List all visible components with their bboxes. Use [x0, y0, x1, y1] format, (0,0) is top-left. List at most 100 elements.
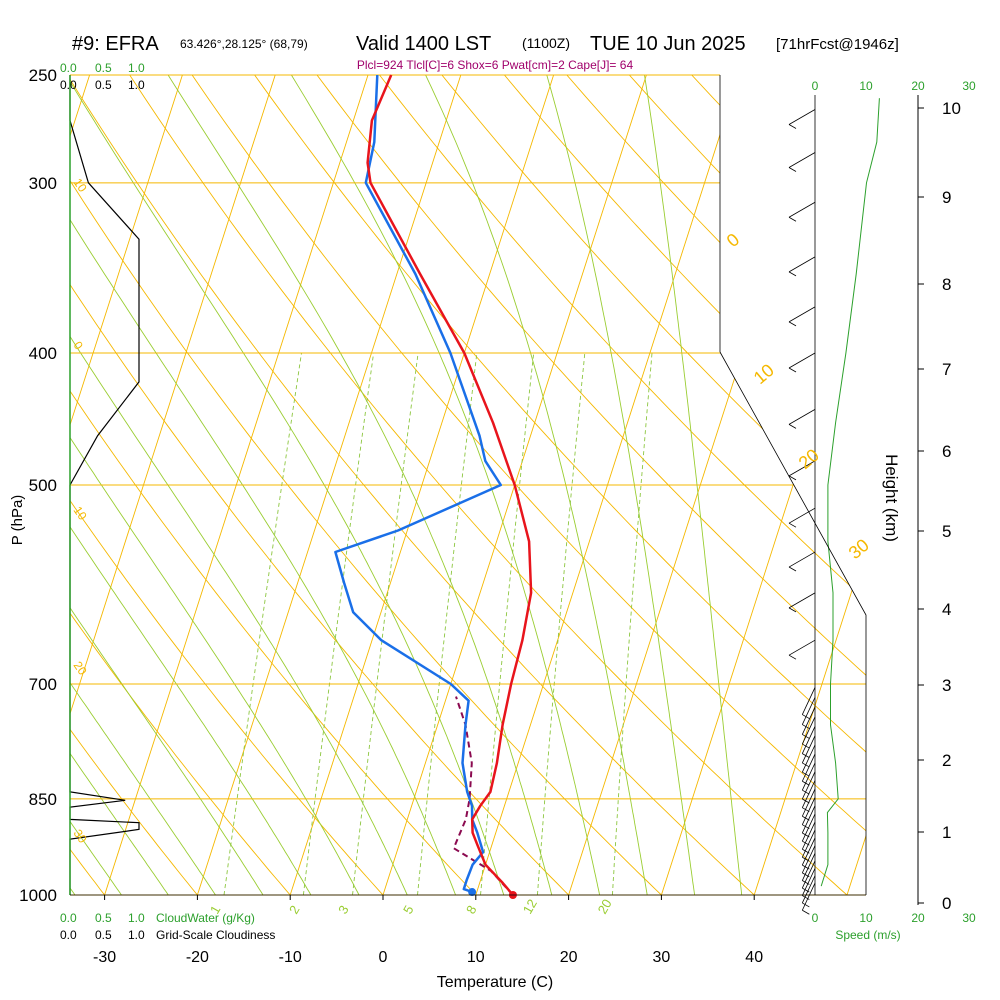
temperature-trace [366, 74, 533, 896]
wind-speed-line [820, 98, 880, 887]
dry-adiabat-line [70, 75, 598, 895]
speed-tick-bot-20: 20 [911, 911, 925, 925]
speed-axis-bottom: 0 10 20 30 Speed (m/s) [812, 911, 976, 942]
height-tick-label: 10 [942, 99, 961, 118]
wind-barb-feather [802, 887, 810, 893]
cloud-tick-top2-05: 0.5 [95, 78, 112, 92]
cloud-tick-top-0: 0.0 [60, 61, 77, 75]
speed-tick-bot-0: 0 [812, 911, 819, 925]
speed-axis-top: 0 10 20 30 [812, 79, 976, 93]
mixing-ratio-line [536, 352, 586, 895]
wind-barb [788, 109, 816, 125]
wind-barb [801, 697, 816, 725]
isotherm-line [196, 75, 504, 895]
axes: -30 -20 -10 0 10 20 30 402503004005007008501000… [19, 66, 961, 966]
moist-adiabat-line [70, 75, 282, 895]
wind-barb [801, 753, 816, 782]
moist-adiabat-line [503, 75, 699, 895]
wind-barb-feather [788, 607, 797, 613]
wind-barb-feather [802, 771, 810, 777]
moist-adiabat-line [621, 75, 746, 895]
cloud-tick-top2-1: 1.0 [128, 78, 145, 92]
dry-adiabat-line [70, 75, 222, 895]
dry-adiabat-line [105, 75, 866, 895]
wind-barb-feather [788, 124, 797, 129]
wind-barb-feather [788, 566, 797, 572]
speed-tick-top-20: 20 [911, 79, 925, 93]
wind-barb [788, 306, 816, 323]
moist-adiabat-label: 10 [750, 360, 778, 388]
isotherm-line [0, 0, 39, 895]
forecast-info: [71hrFcst@1946z] [776, 36, 899, 53]
wind-barb-feather [802, 880, 810, 885]
wind-barb [801, 762, 816, 791]
cloud-axis-bottom: 0.0 0.5 1.0 CloudWater (g/Kg) 0.0 0.5 1.… [60, 911, 275, 942]
pressure-tick-label: 300 [29, 174, 57, 193]
pressure-tick-label: 700 [29, 675, 57, 694]
dry-adiabat-line [70, 75, 787, 895]
dry-adiabat-line [70, 75, 410, 895]
moist-adiabat-line [86, 75, 560, 895]
dry-adiabat-line [398, 75, 866, 895]
dry-adiabat-line [574, 75, 866, 895]
height-tick-label: 8 [942, 275, 951, 294]
mixing-ratio-label: 12 [520, 896, 540, 916]
wind-barb [801, 726, 816, 754]
wind-barb-feather [802, 789, 810, 795]
height-tick-label: 0 [942, 894, 951, 913]
moist-adiabat-line [70, 75, 421, 895]
dry-adiabat-line [808, 75, 866, 895]
parcel-trace [452, 696, 514, 896]
wind-barb-feather [802, 807, 810, 813]
stability-indices: Plcl=924 Tlcl[C]=6 Shox=6 Pwat[cm]=2 Cap… [357, 58, 634, 72]
wind-barb [788, 352, 816, 369]
wind-barb [788, 409, 816, 425]
moist-adiabat-label: 30 [845, 535, 873, 563]
isotherm-line [475, 75, 783, 895]
wind-barb [801, 868, 816, 896]
speed-tick-top-10: 10 [859, 79, 873, 93]
dry-adiabat-line [70, 75, 316, 895]
wind-barb-feather [802, 840, 810, 846]
dry-adiabat-line [222, 75, 866, 895]
cloudiness-label: Grid-Scale Cloudiness [156, 928, 275, 942]
dry-adiabat-line [457, 75, 866, 895]
pressure-tick-label: 500 [29, 476, 57, 495]
speed-tick-top-0: 0 [812, 79, 819, 93]
title-coords: 63.426°,28.125° (68,79) [180, 37, 308, 51]
dry-adiabat-line [70, 75, 866, 895]
wind-barb [801, 744, 816, 773]
moist-adiabat-line [356, 75, 653, 895]
wind-barb [801, 845, 816, 874]
wind-barb-feather [802, 856, 810, 862]
valid-date: TUE 10 Jun 2025 [590, 33, 746, 55]
valid-utc: (1100Z) [522, 35, 570, 51]
wind-barb-feather [788, 424, 797, 429]
dry-adiabat-label: 30 [71, 827, 90, 846]
cloud-tick-top-05: 0.5 [95, 61, 112, 75]
wind-barb [801, 687, 816, 715]
wind-barb-feather [802, 762, 810, 768]
wind-barb [801, 735, 816, 764]
wind-barb-feather [802, 798, 810, 804]
x-tick-label: -20 [186, 949, 209, 966]
cloud-tick-bot-0: 0.0 [60, 911, 77, 925]
mixing-ratio-label: 2 [286, 903, 303, 917]
wind-barb-feather [788, 167, 797, 172]
mixing-ratio-line [223, 352, 302, 895]
wind-barb [788, 460, 816, 477]
wind-barb [788, 256, 816, 273]
moist-adiabat-line [208, 75, 607, 895]
dry-adiabat-label: 10 [71, 504, 90, 523]
isotherm-line [382, 75, 690, 895]
wind-barb-feather [802, 753, 810, 758]
wind-barb-feather [802, 824, 810, 830]
wind-barb [801, 771, 816, 800]
height-tick-label: 6 [942, 442, 951, 461]
cloud-tick-bot2-05: 0.5 [95, 928, 112, 942]
svg-text:#9: EFRA: #9: EFRA [72, 33, 159, 55]
cloud-tick-bot2-1: 1.0 [128, 928, 145, 942]
dewpoint-trace [334, 74, 503, 894]
moist-adiabat-line [70, 75, 235, 895]
x-tick-label: 20 [560, 949, 578, 966]
